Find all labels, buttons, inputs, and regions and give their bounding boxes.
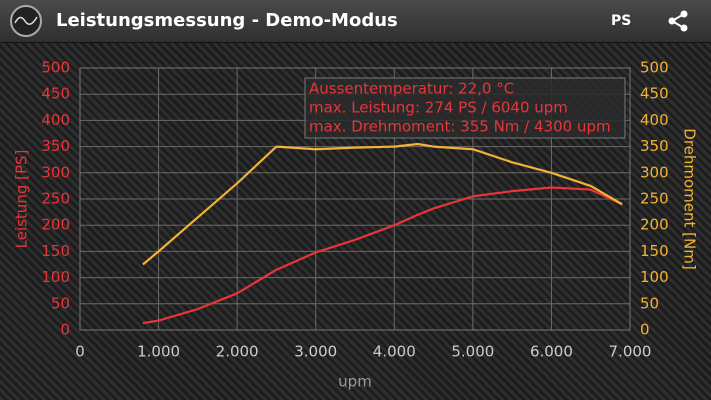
y-tick-label: 350 — [41, 137, 70, 155]
series-line — [142, 186, 623, 325]
y2-tick-label: 200 — [640, 216, 669, 234]
plot-border — [79, 67, 631, 331]
x-axis-label: upm — [338, 373, 372, 391]
annotation: max. Drehmoment: 355 Nm / 4300 upm — [309, 118, 611, 136]
share-button[interactable] — [667, 9, 691, 33]
x-tick-label: 0 — [75, 343, 85, 361]
app-icon — [10, 5, 42, 37]
y-tick-label: 400 — [41, 111, 70, 129]
annotation: max. Leistung: 274 PS / 6040 upm — [309, 99, 568, 117]
x-tick-label: 4.000 — [373, 343, 416, 361]
y2-tick-label: 300 — [640, 163, 669, 181]
y-tick-label: 0 — [60, 321, 70, 339]
y2-axis-label: Drehmoment [Nm] — [681, 128, 699, 269]
y2-tick-label: 150 — [640, 242, 669, 260]
x-tick-label: 6.000 — [530, 343, 573, 361]
y-axis-label: Leistung [PS] — [13, 150, 31, 249]
y-tick-label: 500 — [41, 59, 70, 77]
annotation-box — [304, 77, 626, 139]
y2-tick-label: 350 — [640, 137, 669, 155]
y2-tick-label: 450 — [640, 85, 669, 103]
y-tick-label: 450 — [41, 85, 70, 103]
y-tick-label: 100 — [41, 268, 70, 286]
y2-tick-label: 100 — [640, 268, 669, 286]
series-line — [142, 142, 623, 266]
y2-tick-label: 500 — [640, 59, 669, 77]
chart: 0 50 100 150 200 250 300 350 400 450 500 0 50 100 150 2… — [13, 59, 699, 391]
x-tick-label: 3.000 — [294, 343, 337, 361]
app-bar: Leistungsmessung - Demo-Modus PS — [0, 0, 711, 43]
y2-tick-label: 250 — [640, 190, 669, 208]
y2-tick-label: 50 — [640, 294, 659, 312]
x-tick-label: 7.000 — [609, 343, 652, 361]
x-tick-label: 2.000 — [216, 343, 259, 361]
y-tick-label: 150 — [41, 242, 70, 260]
annotation: Aussentemperatur: 22,0 °C — [309, 80, 514, 98]
y-tick-label: 200 — [41, 216, 70, 234]
y-tick-label: 250 — [41, 190, 70, 208]
x-tick-label: 1.000 — [137, 343, 180, 361]
y2-tick-label: 400 — [640, 111, 669, 129]
y-tick-label: 50 — [51, 294, 70, 312]
app-title: Leistungsmessung - Demo-Modus — [56, 10, 398, 31]
unit-button[interactable]: PS — [611, 13, 632, 29]
y2-tick-label: 0 — [640, 321, 650, 339]
x-tick-label: 5.000 — [451, 343, 494, 361]
y-tick-label: 300 — [41, 163, 70, 181]
